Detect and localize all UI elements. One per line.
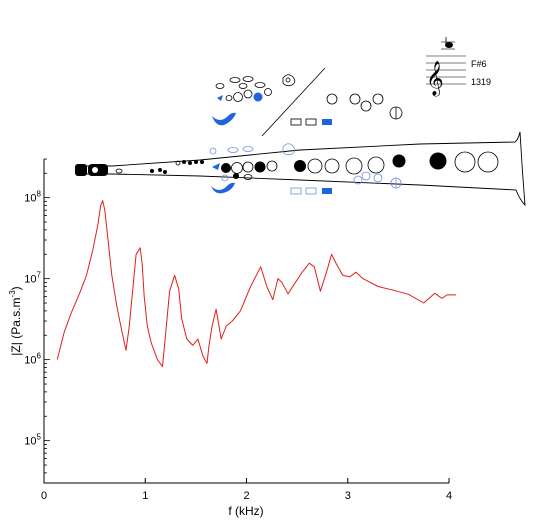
key-pad [242,76,254,82]
key-pad-alt-outline [227,147,239,153]
x-tick-label: 0 [41,490,47,502]
key-hole-closed [194,160,198,164]
impedance-chart: 0 1 2 3 4 105 106 107 108 f (kHz) |Z| (Pa.s.m-3… [8,158,457,518]
key-hole-open [233,92,243,102]
key-hole-alt-outline [361,171,371,181]
x-tick-label: 4 [446,490,452,502]
mouthpiece [75,164,87,176]
note-staff: 𝄞 F#6 1319 [426,37,491,97]
key-pad [285,77,291,83]
key-hole-open [454,151,476,173]
key-pad [215,83,225,89]
key-hole-closed [163,170,167,174]
key-hole-alt-outline [373,173,383,183]
key-hole-closed [254,161,266,173]
key-pad-alt [217,95,223,101]
x-tick-label: 3 [345,490,351,502]
y-axis-title: |Z| (Pa.s.m-3) [8,286,23,355]
key-hole-open [243,89,253,99]
key-pad [282,74,296,87]
key-hole-open [477,151,499,173]
key-hole-open [349,93,361,105]
key-pad-alt [212,163,220,170]
note-frequency: 1319 [471,77,491,87]
key-lever-alt [211,182,235,194]
instrument-body [75,131,526,207]
key-hole-alt-outline [353,175,363,185]
key-hole-open [345,157,363,175]
key-pad [254,82,266,88]
key-pad [229,77,241,83]
key-rect [305,118,317,126]
key-lever-alt [212,112,236,126]
key-hole-alt-outline [209,147,217,155]
key-hole-closed [182,160,186,164]
impedance-series-line [56,200,457,368]
key-diagram-top [212,67,403,137]
key-rect-alt-outline [305,187,317,195]
key-hole-alt [253,92,263,102]
key-hole-open [264,88,272,96]
y-tick-label: 107 [24,271,41,286]
y-axis-title-exponent: -3 [8,290,17,298]
key-hole-closed [150,169,154,173]
key-hole-closed [221,163,231,173]
fingering-chart: 𝄞 F#6 1319 [75,37,526,207]
key-hole-open [307,158,323,174]
key-hole-closed [158,168,162,172]
key-hole-open [367,156,385,174]
key-hole-closed [429,152,447,170]
key-hole-open [360,100,372,112]
key-hole-open [326,93,338,105]
plot-frame [43,159,449,484]
key-pad [225,95,233,101]
mouthpiece-hole [92,167,98,173]
key-hole-closed [188,161,192,165]
note-head [445,42,453,48]
key-rect-alt-outline [290,187,302,195]
key-hole-open [324,158,340,174]
key-hole-open [175,160,181,166]
x-axis-ticks: 0 1 2 3 4 [41,478,452,502]
key-pad [243,174,253,180]
key-rect-alt [322,119,332,125]
x-tick-label: 1 [142,490,148,502]
y-axis-title-base: |Z| (Pa.s.m [9,297,23,355]
key-pad [238,83,248,89]
y-axis-ticks: 105 106 107 108 [24,158,50,484]
key-hole-open [242,161,254,173]
key-hole-open [266,160,278,172]
key-hole-closed [200,160,204,164]
key-hole-closed [233,173,239,179]
key-rect [290,118,302,126]
y-tick-label: 105 [24,433,41,448]
y-tick-label: 108 [24,190,41,205]
key-hole-open [372,93,384,105]
key-hole-alt-outline [221,174,229,182]
key-pad-alt-outline [282,143,296,156]
y-tick-label: 106 [24,352,41,367]
y-axis-title-close: ) [9,286,23,290]
note-name: F#6 [471,59,487,69]
key-pad-alt-outline [242,146,254,152]
key-pad [115,168,123,174]
key-rect-alt [322,188,332,194]
x-axis-title: f (kHz) [228,504,263,518]
key-hole-closed [392,154,406,168]
treble-clef-icon: 𝄞 [426,61,444,97]
tone-hole-divider [261,67,326,137]
key-hole-closed [294,160,306,172]
x-tick-label: 2 [243,490,249,502]
